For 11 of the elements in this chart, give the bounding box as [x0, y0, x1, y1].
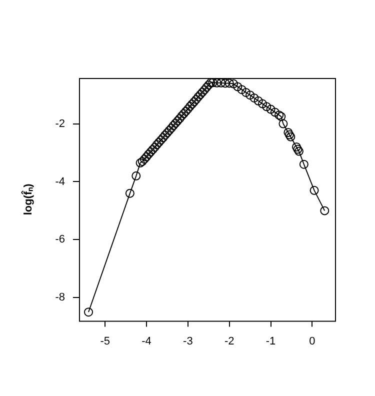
y-tick-label: -6 [55, 234, 65, 246]
y-tick-label: -4 [55, 176, 65, 188]
x-tick-label: -4 [142, 335, 152, 348]
x-tick-label: -2 [224, 335, 234, 348]
x-tick-label: -3 [183, 335, 193, 348]
x-tick-label: -5 [100, 335, 110, 348]
y-axis-title: log(f̂ₙ) [20, 183, 35, 216]
x-tick-label: -1 [266, 335, 276, 348]
y-tick-label: -2 [55, 118, 65, 130]
y-tick-label: -8 [55, 292, 65, 304]
x-tick-label: 0 [309, 335, 316, 348]
